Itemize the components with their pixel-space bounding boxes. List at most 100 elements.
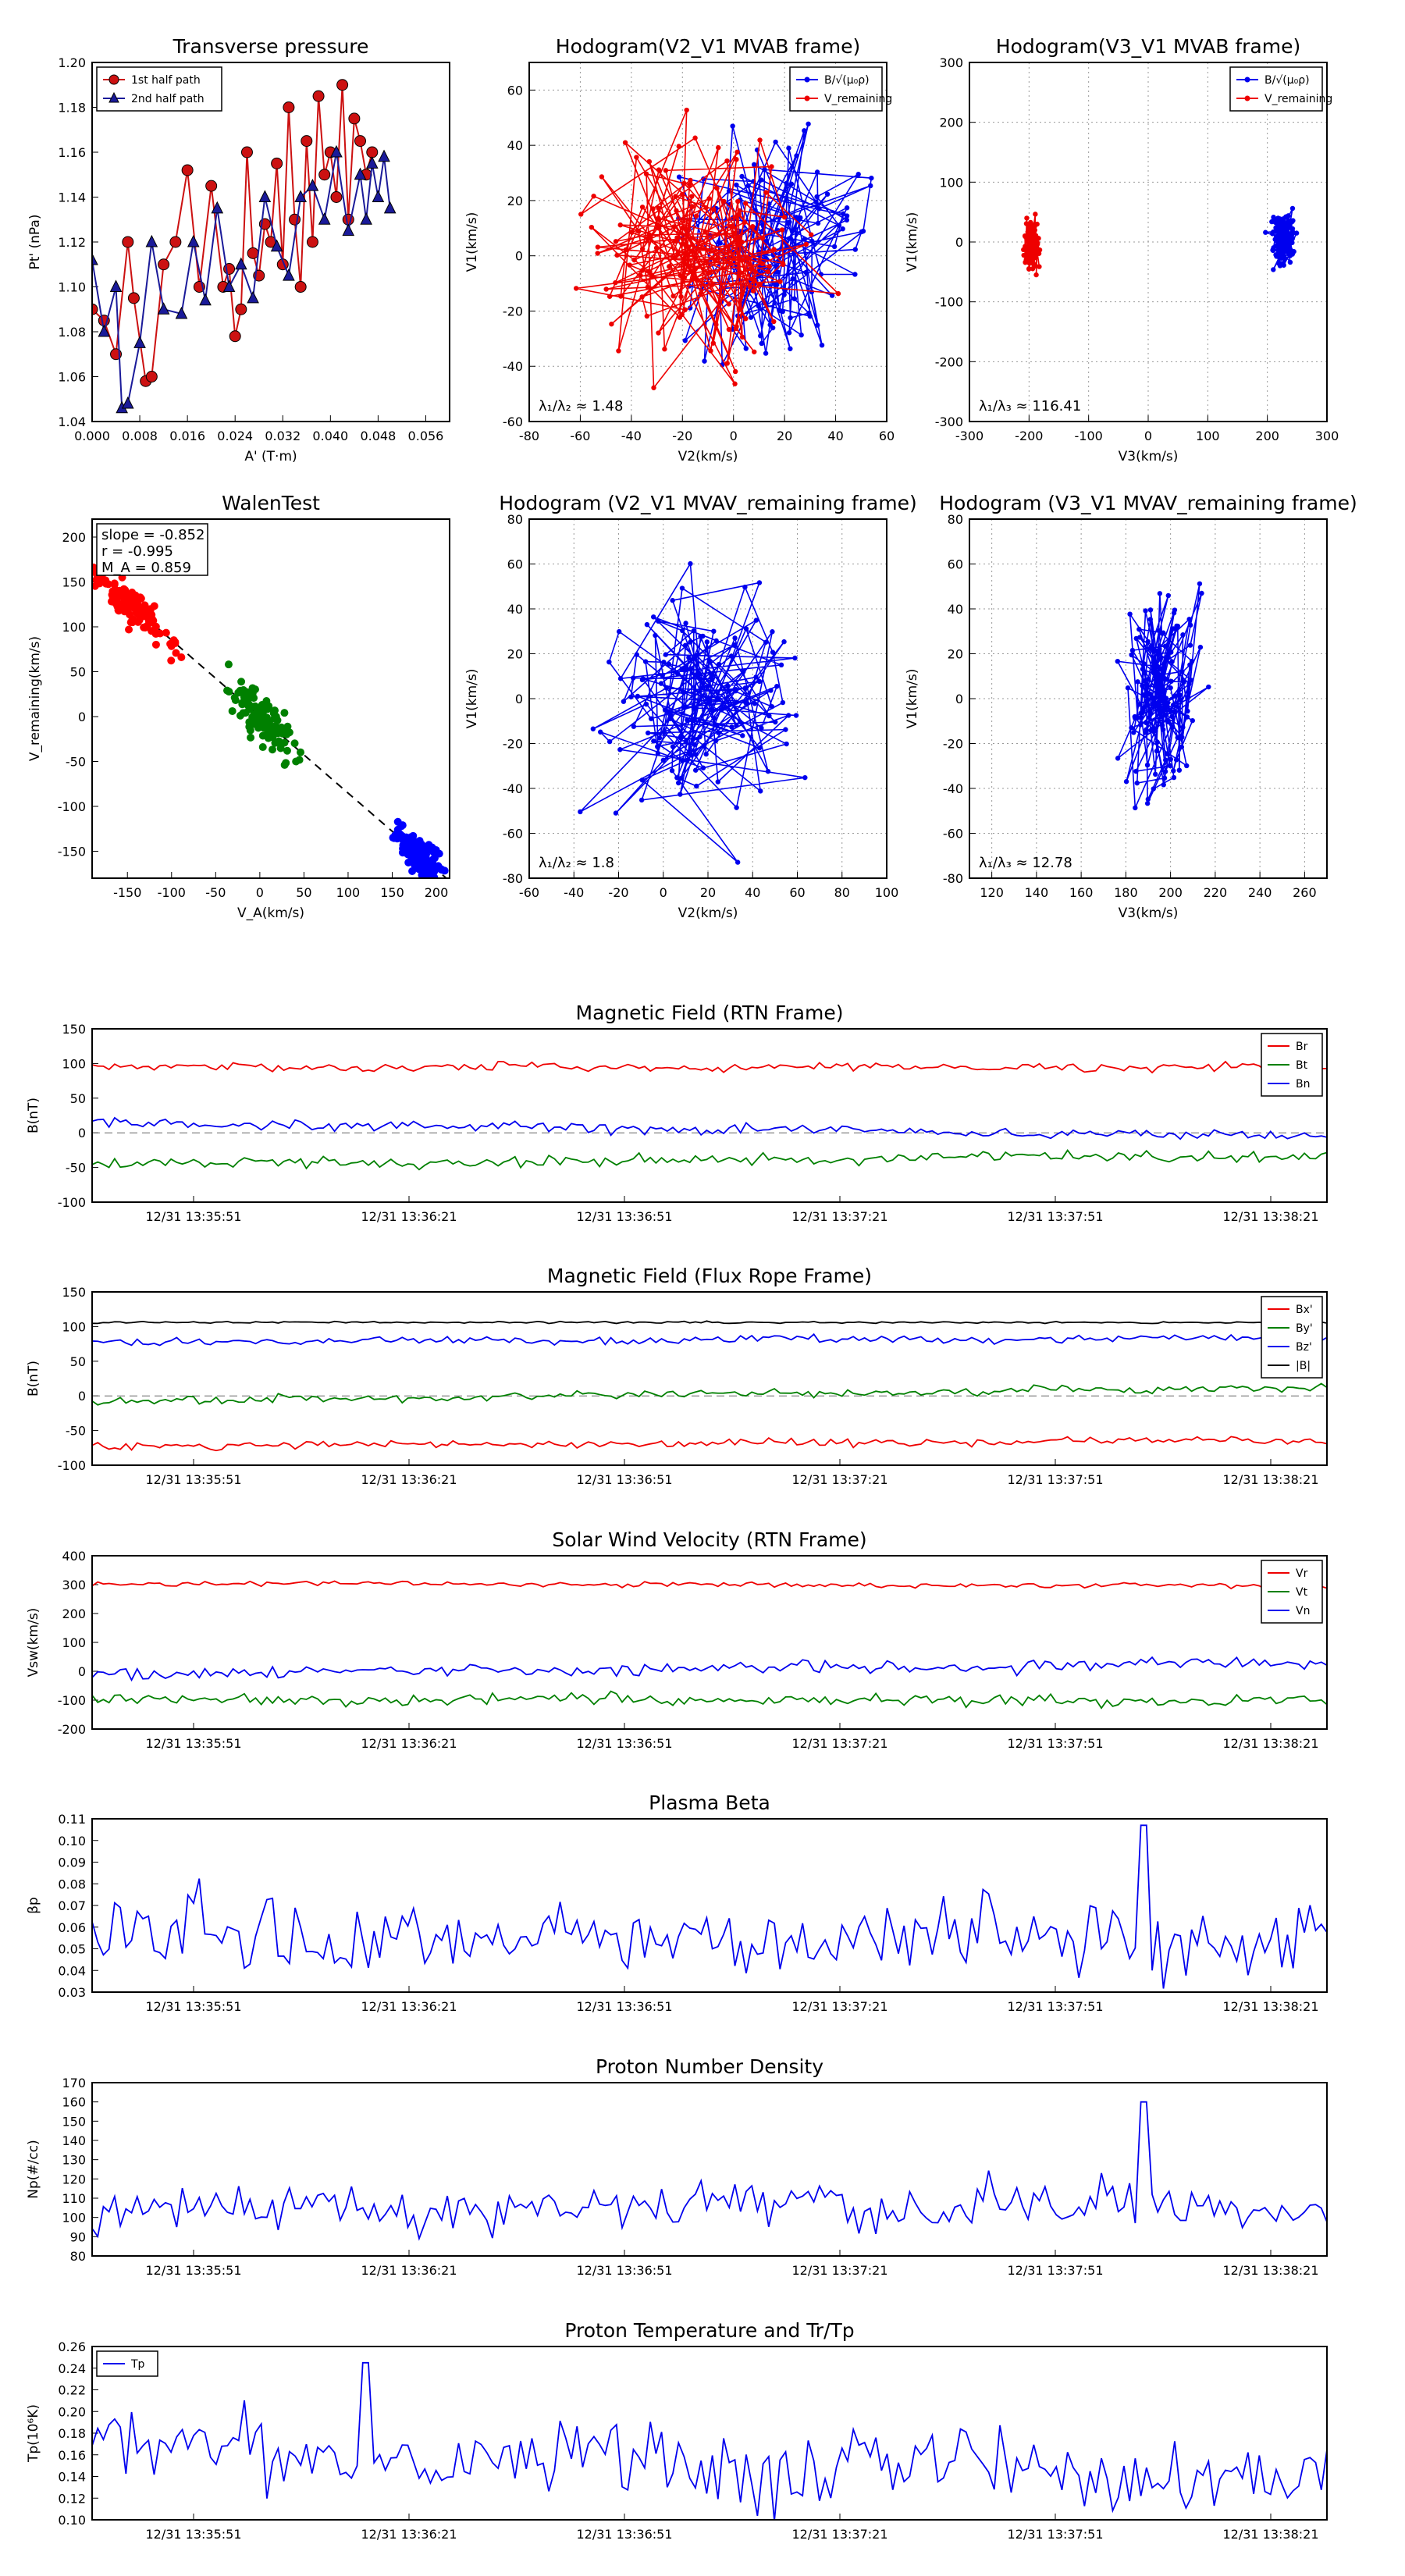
x-tick-label: -40 [621,429,642,443]
y-tick-label: 0 [78,1126,86,1140]
legend: Bx' By' Bz' |B| [1261,1296,1323,1379]
legend: B/√(μ₀ρ) V_remaining [1229,66,1332,112]
y-tick-label: 0 [78,710,86,724]
y-tick-label: -200 [935,354,963,369]
data-point [757,137,763,143]
data-point [743,201,749,206]
series-line-Vn [92,1656,1327,1682]
data-point [1129,652,1134,658]
data-point [716,661,722,667]
chart-vsw: Solar Wind Velocity (RTN Frame) 12/31 13:… [26,1528,1328,1751]
data-point [757,281,763,287]
x-tick-label: -80 [519,429,539,443]
data-point [771,247,777,252]
y-axis-label: V1(km/s) [464,669,480,729]
data-point [763,639,769,645]
data-point [627,262,632,268]
data-point [354,167,367,180]
data-point [661,660,667,665]
data-point [680,225,685,231]
data-point [693,752,699,757]
data-point [693,213,699,219]
data-point [1187,662,1193,667]
legend-label: 1st half path [131,74,201,87]
data-point [788,181,795,187]
data-point [229,330,241,343]
data-point [1154,691,1160,696]
data-point [756,745,763,751]
data-point [780,699,786,706]
data-point [247,247,259,259]
data-point [618,294,624,299]
data-point [258,712,267,720]
y-tick-label: 40 [507,602,523,617]
data-point [1275,239,1281,245]
data-point [590,726,596,731]
x-tick-label: 12/31 13:36:51 [576,2263,672,2278]
plot-area [92,2361,1327,2520]
data-point [283,746,291,755]
data-point [1197,581,1203,586]
data-point [777,308,782,314]
data-point [1161,630,1166,635]
data-point [169,236,182,248]
data-point [1184,714,1190,720]
data-point [703,205,709,211]
y-tick-label: 0 [78,1664,86,1679]
data-point [265,725,273,734]
data-point [166,639,175,648]
y-tick-label: 20 [507,194,523,208]
x-axis-label: A' (T·m) [244,449,297,464]
data-point [318,169,331,181]
x-tick-label: -20 [672,429,692,443]
y-tick-label: -20 [503,304,523,318]
data-point [729,724,735,730]
chart-title: Hodogram (V2_V1 MVAV_remaining frame) [499,492,917,514]
legend-label: Br [1296,1041,1308,1053]
data-point [616,348,621,354]
data-point [621,699,627,704]
x-tick-label: -50 [205,885,226,900]
data-point [1179,744,1185,750]
legend-label: Bz' [1296,1341,1312,1354]
data-point [1152,674,1158,679]
legend-marker [108,91,119,103]
plot-area [92,1060,1327,1171]
x-tick-label: 12/31 13:37:21 [791,2527,887,2542]
chart-mag_rtn: Magnetic Field (RTN Frame) 12/31 13:35:51… [26,1002,1328,1224]
y-tick-label: 150 [62,1285,86,1300]
data-point [1165,592,1171,599]
data-point [813,199,819,205]
x-tick-label: -100 [1075,429,1103,443]
data-point [342,223,355,237]
data-point [681,180,687,187]
legend-marker [1244,95,1250,101]
data-point [658,681,664,686]
y-tick-label: 0.03 [58,1985,86,2000]
data-point [378,149,390,162]
data-point [792,655,798,661]
data-point [1154,700,1161,706]
data-point [763,350,769,356]
data-point [617,222,623,228]
data-point [638,797,645,803]
x-tick-label: 150 [380,885,404,900]
data-point [1167,763,1173,769]
data-point [762,166,767,173]
data-point [682,307,688,313]
data-point [663,685,670,691]
data-point [290,739,299,748]
data-point [251,715,260,724]
chart-title: Hodogram (V3_V1 MVAV_remaining frame) [939,492,1357,514]
axes-frame [91,1555,1328,1730]
data-point [814,194,820,200]
data-point [1123,779,1129,785]
data-point [711,628,717,634]
y-tick-label: 150 [62,2114,86,2129]
data-point [1156,628,1162,634]
data-point [237,678,246,686]
y-tick-label: 0.04 [58,1963,86,1978]
legend: B/√(μ₀ρ) V_remaining [789,66,892,112]
data-point [656,618,661,624]
data-point [1162,643,1168,649]
